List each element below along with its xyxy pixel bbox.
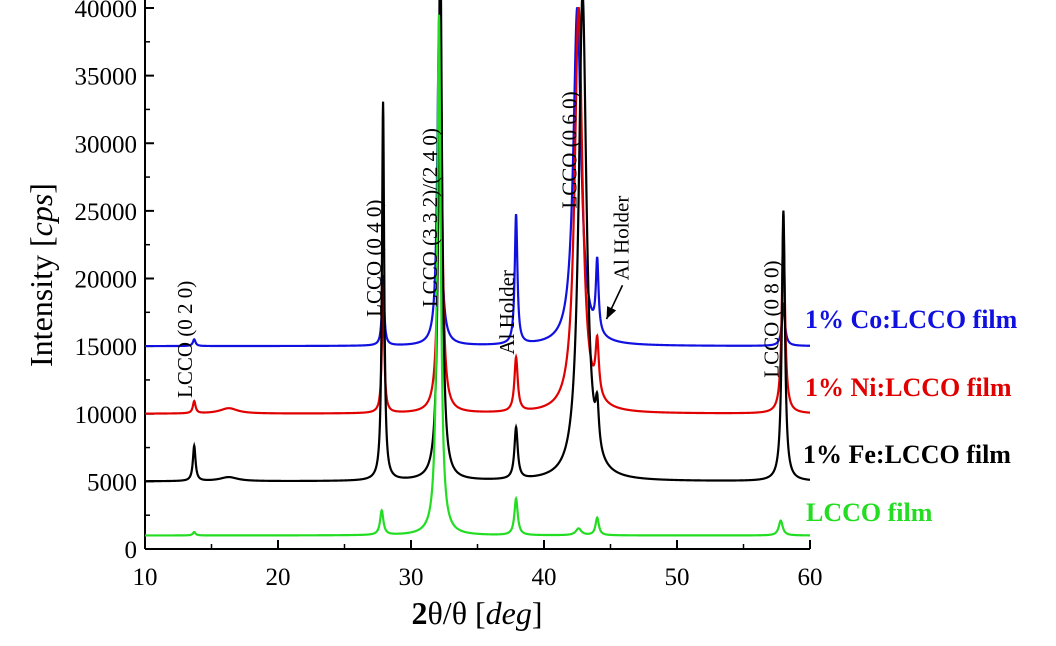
y-tick-label: 0 xyxy=(125,537,138,564)
y-tick-label: 10000 xyxy=(75,402,138,429)
x-tick-label: 20 xyxy=(266,564,291,591)
y-axis-label: Intensity [cps] xyxy=(23,183,59,367)
y-axis-label-end: ] xyxy=(23,183,59,194)
peak-annotation: LCCO (0 6 0) xyxy=(558,91,582,208)
series-label-co-lcco: 1% Co:LCCO film xyxy=(805,305,1018,334)
y-tick-label: 20000 xyxy=(75,267,138,294)
x-tick-label: 10 xyxy=(133,564,158,591)
peak-annotation: Al Holder xyxy=(609,196,633,281)
series-line-co-lcco xyxy=(145,7,810,348)
y-axis-label-start: Intensity [ xyxy=(23,236,59,367)
x-tick-label: 30 xyxy=(399,564,424,591)
series-label-lcco: LCCO film xyxy=(806,498,933,527)
peak-annotation: LCCO (0 8 0) xyxy=(760,260,784,377)
series-line-fe-lcco xyxy=(145,0,810,483)
y-tick-label: 30000 xyxy=(75,131,138,158)
series-labels: LCCO film 1% Fe:LCCO film 1% Ni:LCCO film 1… xyxy=(803,305,1018,527)
y-ticks: 0 5000 10000 15000 20000 25000 30000 35000 40000 xyxy=(75,0,154,564)
peak-annotation: LCCO (0 4 0) xyxy=(362,200,386,317)
peak-annotation: LCCO (0 2 0) xyxy=(173,281,197,398)
series-label-ni-lcco: 1% Ni:LCCO film xyxy=(805,373,1012,402)
plot-series xyxy=(145,0,810,537)
peak-annotations: LCCO (0 2 0) LCCO (0 4 0) LCCO (3 3 2)/(2 … xyxy=(173,91,784,398)
x-tick-label: 40 xyxy=(532,564,557,591)
x-ticks: 10 20 30 40 50 60 xyxy=(133,540,823,591)
series-line-lcco xyxy=(145,14,810,537)
y-tick-label: 15000 xyxy=(75,334,138,361)
y-tick-label: 40000 xyxy=(75,0,138,23)
x-axis-label: 2θ/θ [deg] xyxy=(411,595,542,631)
peak-annotation: LCCO (3 3 2)/(2 4 0) xyxy=(418,128,442,307)
y-tick-label: 35000 xyxy=(75,64,138,91)
axes xyxy=(144,0,810,550)
y-tick-label: 25000 xyxy=(75,199,138,226)
x-axis-label-mid: θ/θ [ xyxy=(427,595,485,631)
x-tick-label: 60 xyxy=(798,564,823,591)
x-tick-label: 50 xyxy=(665,564,690,591)
y-axis-label-italic: cps xyxy=(23,194,59,237)
arrow-head xyxy=(606,306,617,320)
x-axis-label-italic: deg xyxy=(486,595,532,631)
x-axis-label-end: ] xyxy=(532,595,543,631)
x-axis-label-bold: 2 xyxy=(411,595,427,631)
y-tick-label: 5000 xyxy=(87,469,137,496)
series-line-ni-lcco xyxy=(145,6,810,415)
peak-annotation: Al Holder xyxy=(495,270,519,355)
series-label-fe-lcco: 1% Fe:LCCO film xyxy=(803,440,1011,469)
